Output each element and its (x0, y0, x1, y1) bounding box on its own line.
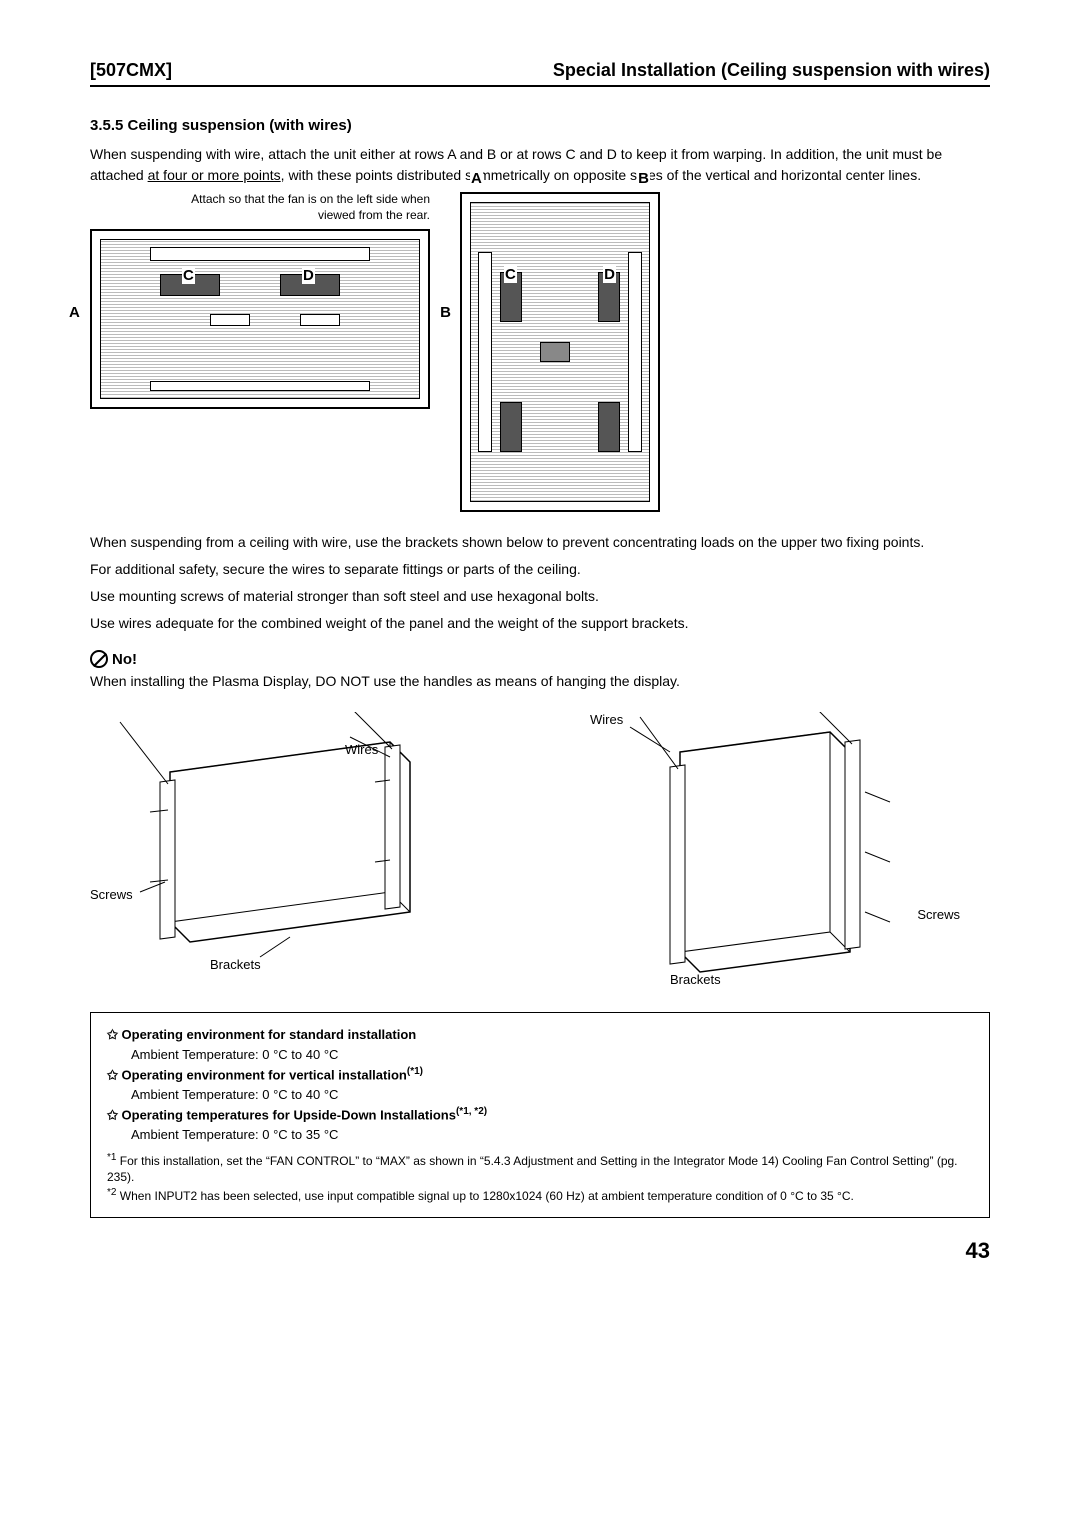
bracket-paragraph: When suspending from a ceiling with wire… (90, 532, 990, 553)
f2-text: When INPUT2 has been selected, use input… (120, 1189, 854, 1203)
iso-wires-label-2: Wires (590, 712, 623, 727)
iso-wires-label: Wires (345, 742, 378, 757)
diagram-row-top: Attach so that the fan is on the left si… (90, 192, 990, 512)
screws-paragraph: Use mounting screws of material stronger… (90, 586, 990, 607)
intro-underlined: at four or more points (148, 167, 281, 183)
handles-warning: When installing the Plasma Display, DO N… (90, 671, 990, 692)
safety-paragraph: For additional safety, secure the wires … (90, 559, 990, 580)
label-B-v: B (637, 170, 650, 187)
env-r1-value: Ambient Temperature: 0 °C to 40 °C (107, 1045, 973, 1065)
label-D-v: D (603, 266, 616, 283)
iso-brackets-label: Brackets (210, 957, 261, 972)
iso-landscape-svg (90, 712, 510, 992)
wires-paragraph: Use wires adequate for the combined weig… (90, 613, 990, 634)
rear-panel-portrait-wrap: A B C D (460, 192, 660, 512)
label-B: B (439, 304, 452, 321)
intro-paragraph: When suspending with wire, attach the un… (90, 144, 990, 186)
iso-brackets-label-2: Brackets (670, 972, 721, 987)
f1-sup: *1 (107, 1152, 116, 1163)
iso-portrait-svg (550, 712, 970, 992)
model-code: [507CMX] (90, 60, 172, 81)
f1-text: For this installation, set the “FAN CONT… (107, 1154, 958, 1185)
prohibit-icon (90, 650, 108, 668)
diagram-row-iso: Wires Screws Brackets Wires Screws Brack… (90, 712, 990, 992)
no-warning: No! (90, 650, 137, 668)
env-r2-value: Ambient Temperature: 0 °C to 40 °C (107, 1085, 973, 1105)
label-A-v: A (470, 170, 483, 187)
page-header: [507CMX] Special Installation (Ceiling s… (90, 60, 990, 87)
label-A: A (68, 304, 81, 321)
label-C: C (182, 267, 195, 284)
page-number: 43 (90, 1238, 990, 1264)
footnote-2: *2 When INPUT2 has been selected, use in… (107, 1186, 973, 1205)
env-r3-value: Ambient Temperature: 0 °C to 35 °C (107, 1125, 973, 1145)
f2-sup: *2 (107, 1187, 116, 1198)
iso-screws-label: Screws (90, 887, 133, 902)
environment-box: ✩ Operating environment for standard ins… (90, 1012, 990, 1218)
section-title: 3.5.5 Ceiling suspension (with wires) (90, 117, 990, 134)
env-row-1: ✩ Operating environment for standard ins… (107, 1025, 973, 1045)
footnote-1: *1 For this installation, set the “FAN C… (107, 1151, 973, 1187)
env-r3-title: Operating temperatures for Upside-Down I… (122, 1108, 456, 1123)
fan-caption: Attach so that the fan is on the left si… (170, 192, 430, 223)
iso-screws-label-2: Screws (917, 907, 960, 922)
no-label-text: No! (112, 651, 137, 668)
env-row-2: ✩ Operating environment for vertical ins… (107, 1064, 973, 1085)
label-D: D (302, 267, 315, 284)
env-row-3: ✩ Operating temperatures for Upside-Down… (107, 1104, 973, 1125)
intro-part-b: , with these points distributed symmetri… (281, 167, 921, 183)
env-r2-sup: (*1) (407, 1066, 423, 1077)
env-r3-sup: (*1, *2) (456, 1106, 487, 1117)
label-C-v: C (504, 266, 517, 283)
rear-panel-portrait: C D (460, 192, 660, 512)
page-title: Special Installation (Ceiling suspension… (553, 60, 990, 81)
env-r2-title: Operating environment for vertical insta… (122, 1067, 407, 1082)
env-r1-title: Operating environment for standard insta… (122, 1027, 417, 1042)
rear-panel-landscape: A B C D (90, 229, 430, 409)
iso-portrait: Wires Screws Brackets (550, 712, 970, 992)
iso-landscape: Wires Screws Brackets (90, 712, 510, 992)
